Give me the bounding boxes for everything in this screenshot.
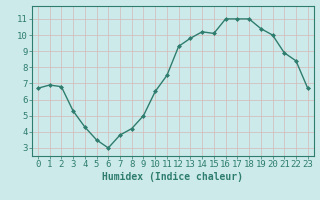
X-axis label: Humidex (Indice chaleur): Humidex (Indice chaleur) [102, 172, 243, 182]
